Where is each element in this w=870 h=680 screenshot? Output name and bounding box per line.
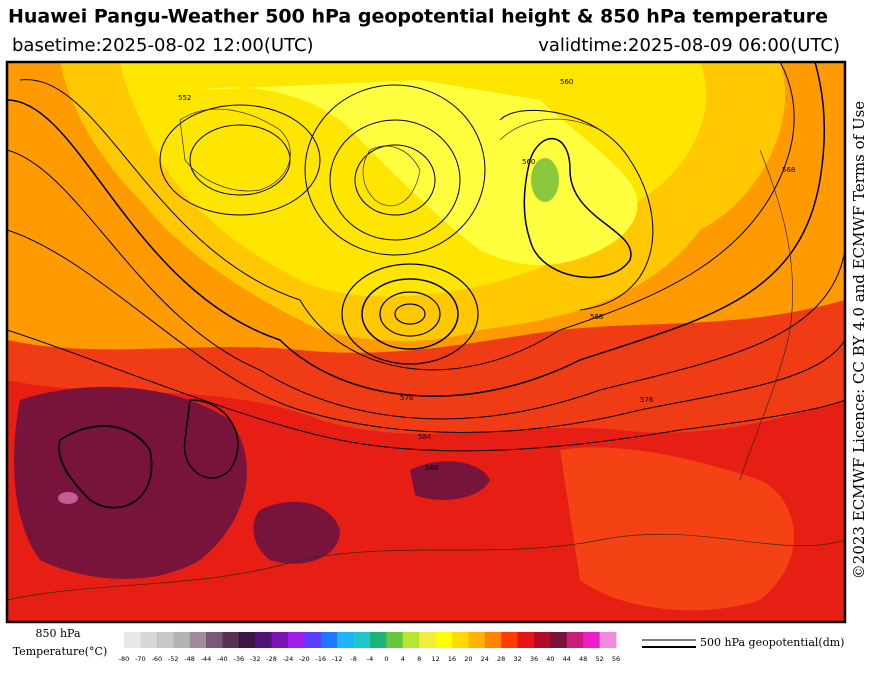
colorbar-tick-label: 4 xyxy=(401,655,405,663)
colorbar-tick-label: 12 xyxy=(431,655,439,663)
colorbar-tick-label: 20 xyxy=(464,655,472,663)
field-cold xyxy=(531,158,559,202)
colorbar-tick-label: 36 xyxy=(530,655,538,663)
colorbar-cell xyxy=(583,632,601,648)
colorbar-tick-label: -32 xyxy=(250,655,261,663)
validtime: validtime:2025-08-09 06:00(UTC) xyxy=(538,35,840,56)
colorbar-tick-label: 44 xyxy=(563,655,571,663)
colorbar-tick-label: -8 xyxy=(350,655,356,663)
colorbar-cell xyxy=(140,632,158,648)
colorbar-tick-label: 52 xyxy=(595,655,603,663)
colorbar-tick-label: 56 xyxy=(612,655,620,663)
colorbar-cell xyxy=(353,632,371,648)
field-very-hot xyxy=(410,461,490,500)
colorbar-cell xyxy=(337,632,355,648)
contour-label: 588 xyxy=(425,464,438,472)
legend-title: 850 hPa xyxy=(35,627,80,640)
colorbar-cell xyxy=(599,632,617,648)
colorbar-cell xyxy=(304,632,322,648)
contour-label: 576 xyxy=(640,396,654,404)
colorbar-cell xyxy=(255,632,273,648)
colorbar-tick-label: -44 xyxy=(201,655,212,663)
field-very-hot xyxy=(14,386,247,579)
colorbar-tick-label: 16 xyxy=(448,655,456,663)
colorbar-cell xyxy=(402,632,420,648)
colorbar-cell xyxy=(484,632,502,648)
colorbar-cell xyxy=(534,632,551,648)
colorbar-tick-label: -4 xyxy=(367,655,373,663)
field-cool xyxy=(200,80,638,265)
colorbar-tick-label: -52 xyxy=(168,655,179,663)
contour-label: 568 xyxy=(590,313,603,321)
colorbar-cell xyxy=(320,632,338,648)
colorbar-cell xyxy=(386,632,404,648)
field-warm-south xyxy=(560,447,794,611)
colorbar-tick-label: -48 xyxy=(184,655,195,663)
colorbar-cell xyxy=(517,632,535,648)
contour-label: 584 xyxy=(418,433,432,441)
colorbar-tick-label: -24 xyxy=(283,655,294,663)
contour-label: 560 xyxy=(522,158,535,166)
colorbar-tick-label: -60 xyxy=(151,655,162,663)
colorbar-cell xyxy=(156,632,174,648)
colorbar-tick-label: 28 xyxy=(497,655,505,663)
field-extreme xyxy=(58,492,78,504)
colorbar-cell xyxy=(173,632,191,648)
colorbar-cell xyxy=(288,632,305,648)
colorbar-cell xyxy=(468,632,486,648)
contour-label: 568 xyxy=(782,166,795,174)
colorbar-tick-label: -28 xyxy=(266,655,277,663)
colorbar-cell xyxy=(435,632,453,648)
colorbar-cell xyxy=(271,632,289,648)
contour-label: 552 xyxy=(178,94,191,102)
colorbar-tick-label: 0 xyxy=(384,655,388,663)
basetime: basetime:2025-08-02 12:00(UTC) xyxy=(12,35,314,56)
colorbar-cell xyxy=(501,632,519,648)
field-very-hot xyxy=(253,501,340,564)
colorbar-tick-label: -70 xyxy=(135,655,146,663)
coastlines xyxy=(7,108,845,601)
colorbar-cell xyxy=(124,632,141,648)
colorbar-tick-label: 48 xyxy=(579,655,587,663)
colorbar-cell xyxy=(189,632,207,648)
colorbar-tick-label: -80 xyxy=(119,655,130,663)
colorbar: -80 -70 -60 -52 -48 -44 -40 -36 -32 -28 -24 -20 -16-… xyxy=(119,632,620,663)
colorbar-cell xyxy=(206,632,223,648)
colorbar-tick-label: 8 xyxy=(417,655,421,663)
map: 552 560 568 576 584 588 576 560 568 xyxy=(7,62,845,622)
colorbar-tick-label: -12 xyxy=(332,655,343,663)
colorbar-cell xyxy=(222,632,240,648)
contours xyxy=(7,62,845,509)
colorbar-tick-label: -40 xyxy=(217,655,228,663)
colorbar-tick-label: -20 xyxy=(299,655,310,663)
colorbar-cell xyxy=(566,632,584,648)
colorbar-cell xyxy=(370,632,387,648)
legend-title: Temperature(°C) xyxy=(13,645,108,658)
contour-legend-label: 500 hPa geopotential(dm) xyxy=(700,636,844,649)
map-frame xyxy=(5,60,847,624)
colorbar-cell xyxy=(419,632,437,648)
colorbar-cell xyxy=(452,632,469,648)
colorbar-cell xyxy=(238,632,256,648)
colorbar-tick-label: 40 xyxy=(546,655,554,663)
colorbar-tick-label: -36 xyxy=(233,655,244,663)
colorbar-tick-label: 24 xyxy=(481,655,489,663)
title: Huawei Pangu-Weather 500 hPa geopotentia… xyxy=(8,6,828,28)
contour-label: 576 xyxy=(400,394,414,402)
colorbar-tick-label: -16 xyxy=(315,655,326,663)
colorbar-cell xyxy=(550,632,568,648)
license: ©2023 ECMWF Licence: CC BY 4.0 and ECMWF… xyxy=(850,101,868,580)
contour-label: 560 xyxy=(560,78,573,86)
colorbar-tick-label: 32 xyxy=(513,655,521,663)
